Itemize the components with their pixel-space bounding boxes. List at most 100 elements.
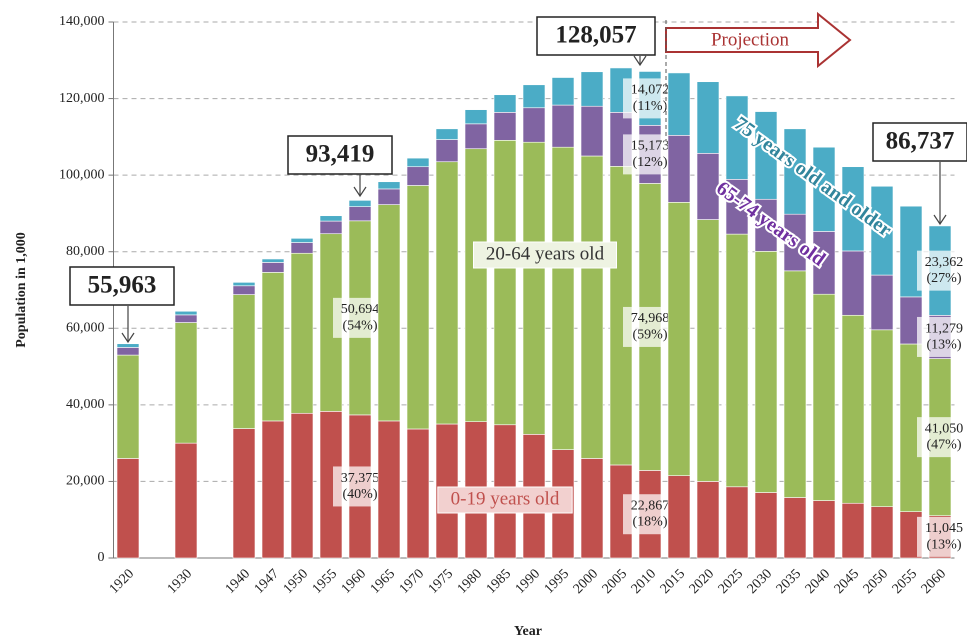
bar-segment <box>290 412 314 559</box>
bar-segment <box>783 497 807 559</box>
value-label-line: (18%) <box>633 515 668 530</box>
bar-segment <box>841 250 865 316</box>
bar-segment <box>174 314 198 323</box>
x-tick-label: 1940 <box>223 566 253 596</box>
bar-segment <box>551 104 575 148</box>
bar-segment <box>754 251 778 493</box>
value-label: 11,279 (13%) <box>925 321 963 352</box>
callout-arrowhead <box>121 332 135 344</box>
y-tick-label: 60,000 <box>66 321 105 336</box>
x-tick-label: 2010 <box>629 566 659 596</box>
bar-segment <box>725 233 749 488</box>
bar-segment <box>464 148 488 423</box>
bar-segment <box>406 185 430 430</box>
bar-segment <box>580 458 604 559</box>
y-tick-label: 20,000 <box>66 474 105 489</box>
callout-box <box>69 266 175 306</box>
bar-segment <box>261 420 285 559</box>
x-tick-label: 2050 <box>861 566 891 596</box>
value-label-line: (13%) <box>927 537 962 552</box>
bar-segment <box>870 274 894 331</box>
value-label-line: (13%) <box>927 338 962 353</box>
bar-segment <box>812 293 836 501</box>
y-axis-label: Population in 1,000 <box>14 232 29 348</box>
x-tick-label: 2025 <box>716 566 746 596</box>
callout-text: 93,419 <box>306 141 375 168</box>
value-label-line: (40%) <box>343 487 378 502</box>
callout-text: 55,963 <box>88 272 157 299</box>
bar-segment <box>812 146 836 232</box>
bar-segment <box>406 428 430 559</box>
series-label-box <box>473 241 617 269</box>
value-label-line: (12%) <box>633 155 668 170</box>
y-tick-label: 100,000 <box>59 167 105 182</box>
x-tick-label: 2060 <box>919 566 949 596</box>
bar-segment <box>754 111 778 200</box>
bar-segment <box>696 219 720 482</box>
bar-segment <box>116 343 140 348</box>
bar-segment <box>290 252 314 414</box>
bar-segment <box>870 329 894 507</box>
x-tick-label: 1990 <box>513 566 543 596</box>
projection-arrow <box>665 11 852 69</box>
bar-segment <box>116 354 140 459</box>
x-tick-label: 2005 <box>600 566 630 596</box>
x-tick-label: 1955 <box>310 566 340 596</box>
value-label-box <box>917 516 967 557</box>
callout-box <box>536 16 656 56</box>
bar-segment <box>174 310 198 316</box>
x-tick-label: 1947 <box>252 566 282 596</box>
x-tick-label: 1920 <box>107 566 137 596</box>
bar-segment <box>696 481 720 559</box>
x-tick-label: 1965 <box>368 566 398 596</box>
value-label-line: (27%) <box>927 271 962 286</box>
x-tick-label: 1950 <box>281 566 311 596</box>
bar-segment <box>348 200 372 207</box>
y-tick-label: 0 <box>98 550 105 565</box>
bar-segment <box>232 294 256 429</box>
series-label: 0-19 years old <box>437 486 573 514</box>
value-label: 22,867 (18%) <box>631 499 670 530</box>
bar-segment <box>522 84 546 109</box>
bar-segment <box>174 322 198 444</box>
bar-segment <box>667 475 691 559</box>
x-tick-label: 2000 <box>571 566 601 596</box>
x-tick-label: 1975 <box>426 566 456 596</box>
value-label-line: 41,050 <box>925 422 964 437</box>
bar-segment <box>667 135 691 203</box>
value-label-line: 23,362 <box>925 255 964 270</box>
value-label-line: (47%) <box>927 438 962 453</box>
bar-segment <box>348 206 372 222</box>
x-tick-label: 2055 <box>890 566 920 596</box>
bar-segment <box>754 492 778 559</box>
bar-segment <box>841 314 865 504</box>
bar-segment <box>580 105 604 157</box>
value-label-line: 11,045 <box>925 521 963 536</box>
bar-segment <box>435 161 459 425</box>
bar-segment <box>580 155 604 459</box>
bar-segment <box>290 238 314 243</box>
value-label: 37,375 (40%) <box>341 471 380 502</box>
value-label-box <box>917 316 967 357</box>
value-label-line: 22,867 <box>631 499 670 514</box>
x-tick-label: 1930 <box>165 566 195 596</box>
value-label-line: (54%) <box>343 318 378 333</box>
bar-segment <box>232 428 256 559</box>
value-label-line: (59%) <box>633 328 668 343</box>
bar-segment <box>870 185 894 276</box>
callout-arrowhead <box>933 214 947 226</box>
bar-segment <box>232 285 256 295</box>
bar-segment <box>870 506 894 559</box>
bar-segment <box>406 166 430 186</box>
x-tick-label: 1960 <box>339 566 369 596</box>
x-tick-label: 2045 <box>832 566 862 596</box>
callout-box <box>872 122 967 162</box>
bar-segment <box>261 272 285 422</box>
bar-segment <box>377 181 401 190</box>
bar-segment <box>290 242 314 254</box>
bar-segment <box>435 139 459 163</box>
value-label: 50,694 (54%) <box>341 302 380 333</box>
bar-segment <box>261 258 285 263</box>
callout-text: 128,057 <box>555 22 636 49</box>
